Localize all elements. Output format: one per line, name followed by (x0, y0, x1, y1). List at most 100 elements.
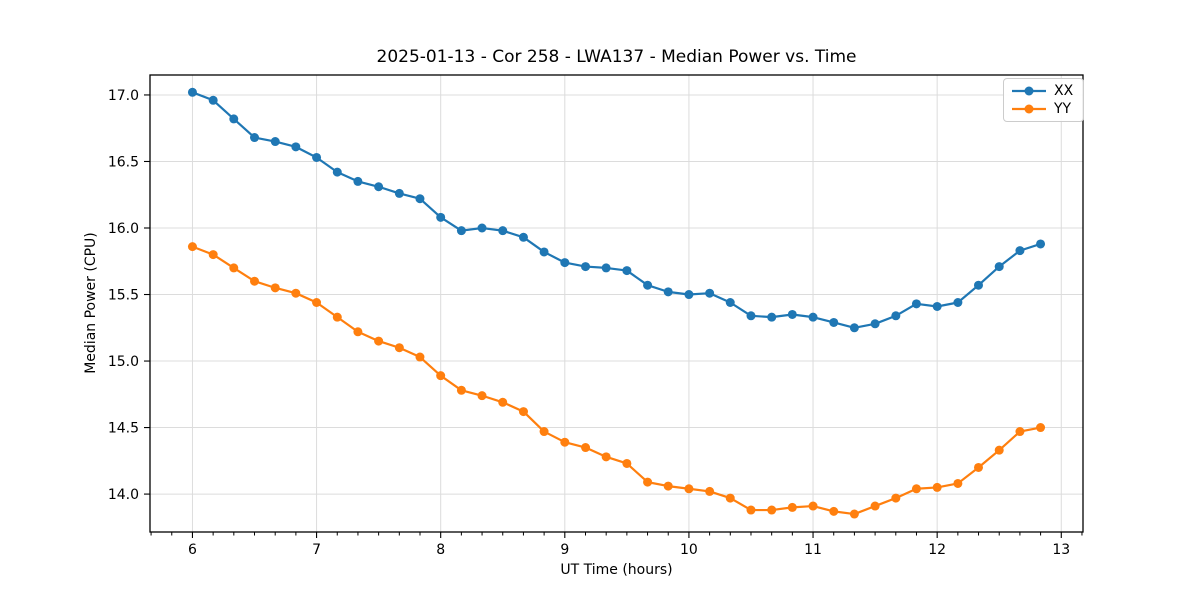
xx-data-marker (415, 194, 425, 204)
xx-data-marker (601, 263, 611, 273)
xx-data-marker (973, 280, 983, 290)
y-tick-label: 17.0 (108, 88, 139, 104)
legend-label-xx: XX (1054, 83, 1074, 99)
yy-data-marker (560, 437, 570, 447)
yy-data-marker (1015, 427, 1025, 437)
xx-data-marker (849, 323, 859, 333)
yy-data-marker (973, 462, 983, 472)
yy-data-marker (849, 509, 859, 519)
x-axis-label: UT Time (hours) (560, 562, 673, 578)
legend-label-yy: YY (1054, 101, 1072, 117)
xx-data-marker (229, 114, 239, 124)
y-tick-label: 16.0 (108, 221, 139, 237)
xx-line-marker-swatch (1012, 86, 1046, 96)
xx-data-marker (581, 262, 591, 272)
yy-data-marker (332, 312, 342, 322)
yy-data-marker (187, 242, 197, 252)
xx-data-marker (353, 176, 363, 186)
xx-data-marker (477, 223, 487, 233)
xx-data-marker (684, 290, 694, 300)
xx-data-marker (332, 167, 342, 177)
xx-data-marker (808, 312, 818, 322)
y-tick-label: 15.0 (108, 354, 139, 370)
xx-data-marker (518, 232, 528, 242)
xx-data-marker (622, 266, 632, 276)
xx-data-marker (870, 319, 880, 329)
y-tick-label: 14.5 (108, 421, 139, 437)
xx-data-marker (187, 87, 197, 97)
x-tick-label: 11 (804, 542, 822, 558)
x-tick-label: 7 (312, 542, 321, 558)
yy-data-marker (436, 371, 446, 381)
xx-data-marker (705, 288, 715, 298)
y-axis-label: Median Power (CPU) (83, 232, 99, 374)
xx-data-marker (643, 280, 653, 290)
yy-data-marker (601, 452, 611, 462)
xx-data-marker (746, 311, 756, 321)
yy-data-marker (270, 283, 280, 293)
xx-data-marker (436, 212, 446, 222)
xx-data-marker (208, 95, 218, 105)
yy-data-marker (1036, 423, 1046, 433)
yy-data-marker (829, 506, 839, 516)
yy-series-line (191, 245, 1042, 516)
chart-title: 2025-01-13 - Cor 258 - LWA137 - Median P… (376, 47, 857, 67)
yy-data-marker (643, 477, 653, 487)
legend-item-xx: XX (1011, 84, 1073, 98)
yy-data-marker (374, 336, 384, 346)
xx-data-marker (498, 226, 508, 236)
xx-data-marker (725, 298, 735, 308)
yy-data-marker (518, 407, 528, 417)
yy-data-marker (581, 443, 591, 453)
y-tick-label: 16.5 (108, 154, 139, 170)
legend: XX YY (1003, 78, 1085, 122)
xx-data-marker (291, 142, 301, 152)
yy-data-marker (477, 391, 487, 401)
xx-data-marker (994, 262, 1004, 272)
xx-data-marker (560, 258, 570, 268)
xx-data-marker (911, 299, 921, 309)
xx-data-marker (787, 309, 797, 319)
xx-data-marker (891, 311, 901, 321)
x-tick-label: 9 (560, 542, 569, 558)
x-tick-label: 10 (680, 542, 698, 558)
y-tick-label: 14.0 (108, 487, 139, 503)
yy-data-marker (291, 288, 301, 298)
yy-data-marker (684, 484, 694, 494)
xx-data-marker (456, 226, 466, 236)
yy-data-marker (911, 484, 921, 494)
yy-data-marker (456, 385, 466, 395)
yy-data-marker (312, 298, 322, 308)
yy-data-marker (746, 505, 756, 515)
yy-data-marker (394, 343, 404, 353)
x-tick-label: 8 (436, 542, 445, 558)
yy-data-marker (498, 397, 508, 407)
yy-data-marker (767, 505, 777, 515)
y-tick-label: 15.5 (108, 288, 139, 304)
x-tick-label: 13 (1052, 542, 1070, 558)
xx-data-marker (829, 317, 839, 327)
yy-data-marker (663, 481, 673, 491)
xx-data-marker (312, 152, 322, 162)
yy-data-marker (953, 478, 963, 488)
yy-data-marker (415, 352, 425, 362)
yy-data-marker (932, 482, 942, 492)
yy-data-marker (353, 327, 363, 337)
xx-series-line (191, 91, 1042, 329)
yy-data-marker (870, 501, 880, 511)
xx-data-marker (394, 188, 404, 198)
xx-data-marker (270, 137, 280, 147)
yy-data-marker (229, 263, 239, 273)
yy-data-marker (208, 250, 218, 260)
yy-data-marker (622, 458, 632, 468)
x-tick-label: 12 (928, 542, 946, 558)
xx-data-marker (767, 312, 777, 322)
legend-item-yy: YY (1011, 102, 1073, 116)
yy-line-marker-swatch (1012, 104, 1046, 114)
yy-data-marker (725, 493, 735, 503)
yy-data-marker (787, 502, 797, 512)
yy-data-marker (808, 501, 818, 511)
x-tick-label: 6 (188, 542, 197, 558)
